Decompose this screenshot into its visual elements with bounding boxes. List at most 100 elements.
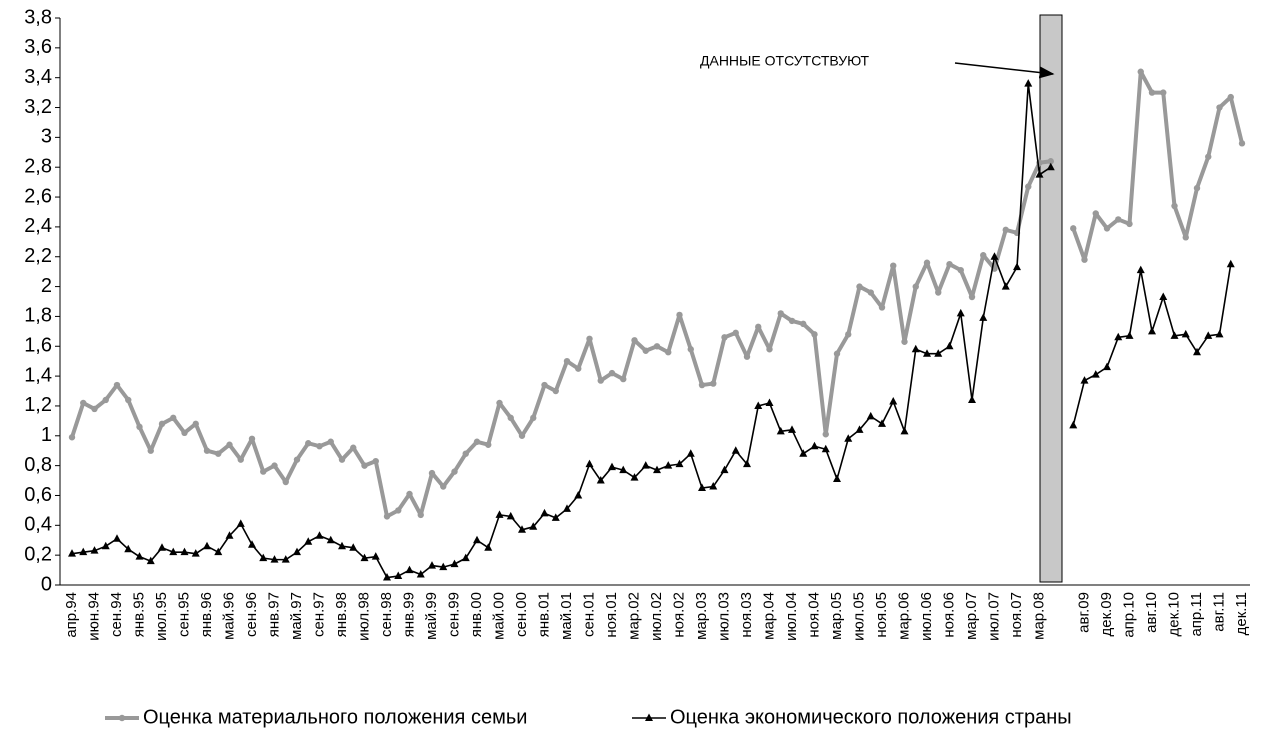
data-point bbox=[698, 483, 706, 492]
data-point bbox=[765, 398, 774, 406]
data-point bbox=[957, 266, 964, 274]
data-point bbox=[293, 547, 301, 556]
data-point bbox=[687, 346, 694, 353]
y-tick-label: 2,4 bbox=[24, 215, 52, 237]
data-point bbox=[709, 482, 718, 490]
data-point bbox=[721, 334, 728, 341]
y-tick-label: 1,2 bbox=[24, 394, 52, 416]
data-point bbox=[563, 357, 571, 365]
data-point bbox=[214, 547, 223, 556]
data-point bbox=[281, 555, 290, 563]
y-tick-label: 0,2 bbox=[24, 543, 52, 565]
x-tick-label: ноя.02 bbox=[670, 592, 687, 638]
x-tick-label: сен.95 bbox=[175, 592, 192, 637]
x-tick-label: авг.10 bbox=[1143, 592, 1160, 633]
x-tick-label: мар.07 bbox=[963, 592, 980, 640]
data-point bbox=[608, 462, 616, 471]
y-tick-label: 1,4 bbox=[24, 364, 52, 386]
data-point bbox=[248, 435, 256, 442]
data-point bbox=[720, 465, 729, 474]
data-point bbox=[1126, 220, 1133, 228]
x-tick-label: мар.02 bbox=[625, 592, 642, 640]
data-point bbox=[1226, 259, 1235, 268]
data-point bbox=[304, 537, 313, 545]
x-tick-label: янв.97 bbox=[265, 592, 282, 637]
data-point bbox=[1103, 225, 1111, 232]
data-point bbox=[1013, 262, 1021, 271]
data-point bbox=[1125, 331, 1134, 339]
data-point bbox=[440, 483, 447, 490]
data-point bbox=[124, 544, 133, 553]
data-point bbox=[911, 344, 920, 353]
data-point bbox=[462, 450, 469, 457]
x-tick-label: май.96 bbox=[220, 592, 237, 640]
data-point bbox=[270, 555, 279, 563]
data-point bbox=[417, 511, 424, 519]
data-point bbox=[338, 456, 346, 463]
data-point bbox=[1024, 79, 1033, 87]
data-point bbox=[113, 534, 121, 542]
x-tick-label: сен.98 bbox=[378, 592, 395, 637]
data-point bbox=[305, 440, 312, 447]
data-point bbox=[191, 549, 200, 557]
data-point bbox=[979, 313, 988, 321]
data-point bbox=[125, 396, 132, 404]
data-point bbox=[1238, 140, 1246, 147]
data-point bbox=[686, 449, 695, 457]
data-point bbox=[1092, 210, 1099, 217]
y-tick-label: 2,2 bbox=[24, 245, 52, 267]
y-tick-label: 0,4 bbox=[24, 514, 52, 536]
data-point bbox=[484, 543, 493, 551]
data-point bbox=[990, 252, 999, 260]
data-point bbox=[180, 547, 189, 556]
x-tick-label: июн.94 bbox=[85, 592, 102, 641]
data-point bbox=[665, 349, 672, 356]
data-point bbox=[350, 444, 357, 451]
data-point bbox=[496, 399, 503, 407]
data-point bbox=[867, 289, 874, 296]
data-point bbox=[1170, 331, 1179, 339]
data-point bbox=[1216, 104, 1223, 111]
data-point bbox=[856, 283, 863, 290]
data-point bbox=[596, 476, 605, 484]
y-tick-label: 0 bbox=[41, 573, 52, 595]
legend-label: Оценка материального положения семьи bbox=[143, 706, 527, 728]
data-point bbox=[1046, 162, 1055, 171]
x-tick-label: дек.11 bbox=[1233, 592, 1250, 635]
data-point bbox=[450, 559, 459, 568]
data-point bbox=[282, 478, 289, 486]
x-tick-label: июл.06 bbox=[918, 592, 935, 641]
data-point bbox=[170, 414, 177, 422]
x-tick-label: апр.10 bbox=[1120, 592, 1137, 638]
data-point bbox=[799, 449, 808, 457]
data-point bbox=[439, 562, 448, 571]
data-point bbox=[271, 462, 278, 469]
data-point bbox=[923, 259, 931, 266]
data-point bbox=[192, 420, 199, 428]
data-point bbox=[158, 420, 166, 428]
x-tick-label: янв.99 bbox=[400, 592, 417, 637]
data-point bbox=[743, 353, 751, 360]
data-point bbox=[316, 443, 323, 450]
y-tick-label: 0,8 bbox=[24, 454, 52, 476]
annotation-arrow bbox=[954, 62, 1055, 79]
data-point bbox=[518, 432, 526, 439]
x-tick-label: янв.00 bbox=[468, 592, 485, 637]
data-point bbox=[113, 381, 121, 389]
data-point bbox=[1137, 68, 1144, 75]
x-tick-label: мар.08 bbox=[1030, 592, 1047, 640]
data-point bbox=[79, 547, 88, 556]
data-point bbox=[754, 401, 763, 409]
data-point bbox=[945, 341, 954, 350]
data-point bbox=[563, 504, 571, 512]
data-point bbox=[1227, 93, 1234, 101]
data-point bbox=[405, 565, 414, 574]
x-tick-label: июл.03 bbox=[715, 592, 732, 641]
data-point bbox=[811, 331, 818, 338]
data-point bbox=[845, 331, 852, 338]
data-point bbox=[597, 377, 604, 384]
y-tick-label: 0,6 bbox=[24, 484, 52, 506]
data-point bbox=[530, 414, 537, 422]
x-tick-label: апр.94 bbox=[63, 592, 80, 638]
data-point bbox=[135, 552, 144, 560]
